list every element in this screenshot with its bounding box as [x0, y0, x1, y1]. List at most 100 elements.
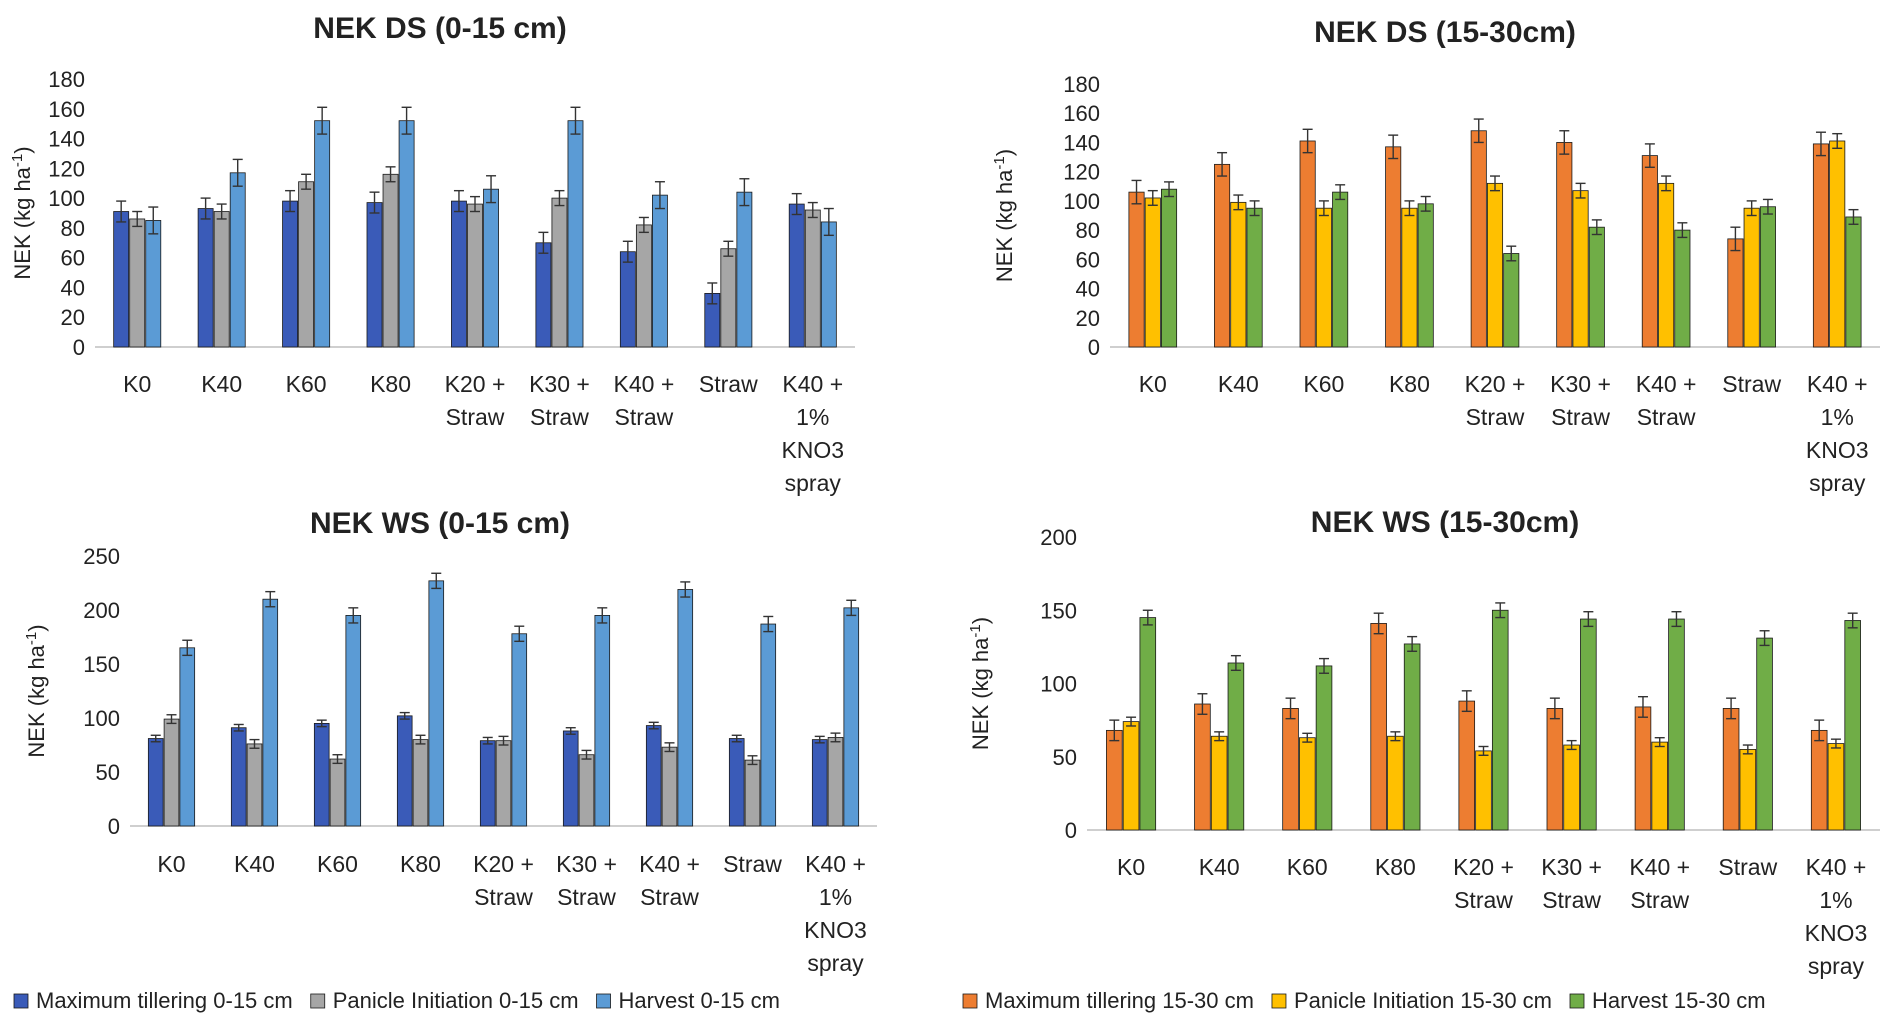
legend-1: Maximum tillering 0-15 cm Panicle Initiat… — [13, 988, 780, 1013]
y-axis-label: NEK (kg ha-1) — [991, 149, 1018, 282]
y-tick-label: 50 — [96, 760, 120, 785]
category-label: K80 — [370, 371, 411, 397]
y-tick-label: 20 — [1076, 306, 1100, 331]
series-3 — [145, 106, 837, 348]
legend-swatch — [596, 993, 611, 1009]
y-tick-label: 0 — [108, 814, 120, 839]
bar — [1385, 146, 1402, 348]
bar — [382, 173, 399, 348]
bar — [1722, 708, 1740, 831]
bar — [1417, 203, 1434, 348]
bar — [428, 580, 445, 827]
series-2 — [163, 714, 844, 827]
bar — [1580, 618, 1597, 831]
y-tick-label: 180 — [48, 67, 85, 92]
bar — [1812, 143, 1829, 348]
bar — [366, 202, 383, 348]
y-tick-label: 100 — [1063, 189, 1100, 214]
bar — [1106, 729, 1123, 831]
y-tick-label: 0 — [73, 335, 85, 360]
category-label: K0 — [123, 371, 151, 397]
bar — [551, 197, 568, 348]
bar — [811, 739, 828, 827]
category-label: K40 + Straw — [1629, 854, 1690, 913]
bar — [1403, 643, 1421, 831]
bar — [313, 723, 330, 827]
bar — [1401, 207, 1418, 348]
category-label: K20 + Straw — [473, 851, 534, 910]
bar — [594, 615, 611, 827]
legend-swatch — [310, 993, 326, 1009]
category-label: K40 + Straw — [614, 371, 675, 430]
series-3 — [1161, 181, 1862, 348]
bar — [736, 191, 753, 348]
bar — [1161, 188, 1178, 348]
bar — [661, 746, 678, 827]
bar — [645, 725, 662, 827]
y-tick-label: 150 — [1040, 598, 1077, 623]
bar — [820, 221, 837, 348]
series-1 — [1106, 612, 1828, 831]
y-tick-label: 0 — [1088, 335, 1100, 360]
bar — [843, 607, 860, 827]
bar — [398, 120, 415, 348]
bar — [1651, 741, 1668, 831]
y-tick-label: 0 — [1065, 818, 1077, 843]
category-label: K40 +1% KNO3 spray — [1806, 371, 1869, 496]
bar — [1844, 620, 1861, 831]
category-label: K40 + Straw — [639, 851, 700, 910]
legend-swatch — [962, 993, 978, 1009]
series-3 — [1139, 602, 1861, 831]
y-tick-label: 80 — [61, 216, 85, 241]
category-label: K40 — [234, 851, 275, 877]
bar — [788, 203, 805, 348]
y-tick-label: 100 — [48, 186, 85, 211]
chart-title: NEK DS (0-15 cm) — [313, 12, 566, 45]
y-tick-label: 100 — [1040, 672, 1077, 697]
bar — [396, 715, 413, 827]
y-axis-label: NEK (kg ha-1) — [967, 617, 994, 750]
chart-3: NEK WS (0-15 cm) 0 50 100 150 200 250 NEK (kg h… — [23, 507, 877, 976]
bar — [483, 188, 499, 348]
bar — [1475, 750, 1492, 831]
category-label: K30 + Straw — [1550, 371, 1611, 430]
category-label: Straw — [723, 851, 782, 877]
legend-label: Harvest 0-15 cm — [619, 988, 780, 1013]
chart-4: NEK WS (15-30cm) 0 50 100 150 200 NEK (kg ha-1… — [967, 506, 1880, 979]
bar — [1214, 163, 1231, 348]
y-tick-label: 120 — [1063, 160, 1100, 185]
bar — [1727, 238, 1744, 348]
legend-label: Panicle Initiation 15-30 cm — [1294, 988, 1552, 1013]
chart-1: NEK DS (0-15 cm) 0 20 40 60 80 100 120 140 160 180… — [9, 12, 855, 496]
category-label: K20 + Straw — [1465, 371, 1526, 430]
bar — [1588, 226, 1605, 348]
bar — [479, 740, 496, 827]
bar — [511, 633, 528, 827]
y-tick-label: 60 — [61, 246, 85, 271]
category-label: K40 — [1218, 371, 1259, 397]
y-tick-label: 20 — [61, 305, 85, 330]
bar — [129, 218, 146, 348]
category-label: K80 — [400, 851, 441, 877]
category-label: K40 + Straw — [1636, 371, 1697, 430]
bar — [1282, 708, 1299, 831]
bar — [314, 120, 331, 348]
category-label: K30 + Straw — [556, 851, 617, 910]
category-label: K40 +1% KNO3 spray — [1805, 854, 1868, 979]
y-tick-label: 60 — [1076, 247, 1100, 272]
bar — [467, 203, 483, 348]
bar — [282, 200, 298, 348]
bar — [1563, 744, 1580, 831]
legend-swatch — [1569, 993, 1585, 1009]
bar — [1634, 706, 1652, 831]
y-tick-label: 100 — [83, 706, 120, 731]
chart-title: NEK WS (0-15 cm) — [310, 507, 570, 540]
category-label: K0 — [1117, 854, 1145, 880]
bar — [1299, 140, 1316, 348]
bar — [1210, 735, 1228, 831]
bar — [1756, 637, 1773, 831]
category-label: K0 — [1139, 371, 1167, 397]
series-3 — [179, 572, 860, 827]
bar — [1332, 191, 1349, 348]
